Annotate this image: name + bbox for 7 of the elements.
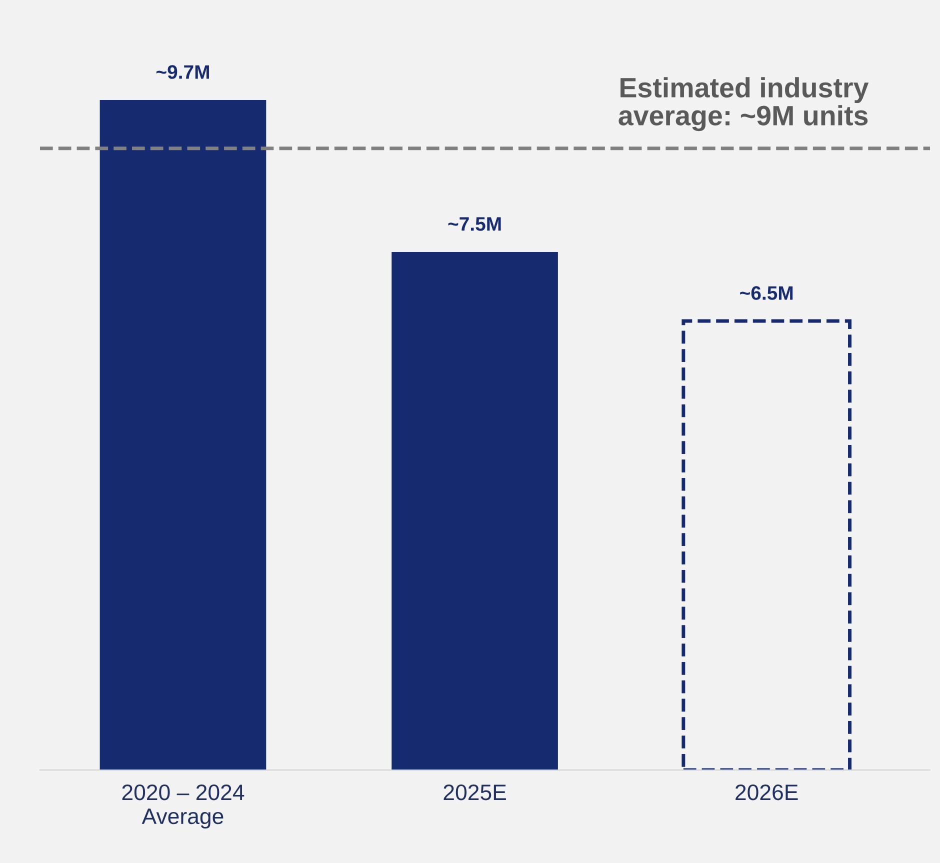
x-tick-label: 2025E — [444, 784, 506, 800]
data-label: ~6.5M — [740, 286, 793, 300]
x-tick-label: 2026E — [736, 784, 798, 800]
data-label: ~7.5M — [448, 217, 501, 231]
ref-line-label: Estimated industry average: ~9M units — [618, 77, 869, 132]
data-label: ~9.7M — [156, 65, 209, 79]
x-tick-label: 2020 – 2024 Average — [122, 784, 244, 829]
